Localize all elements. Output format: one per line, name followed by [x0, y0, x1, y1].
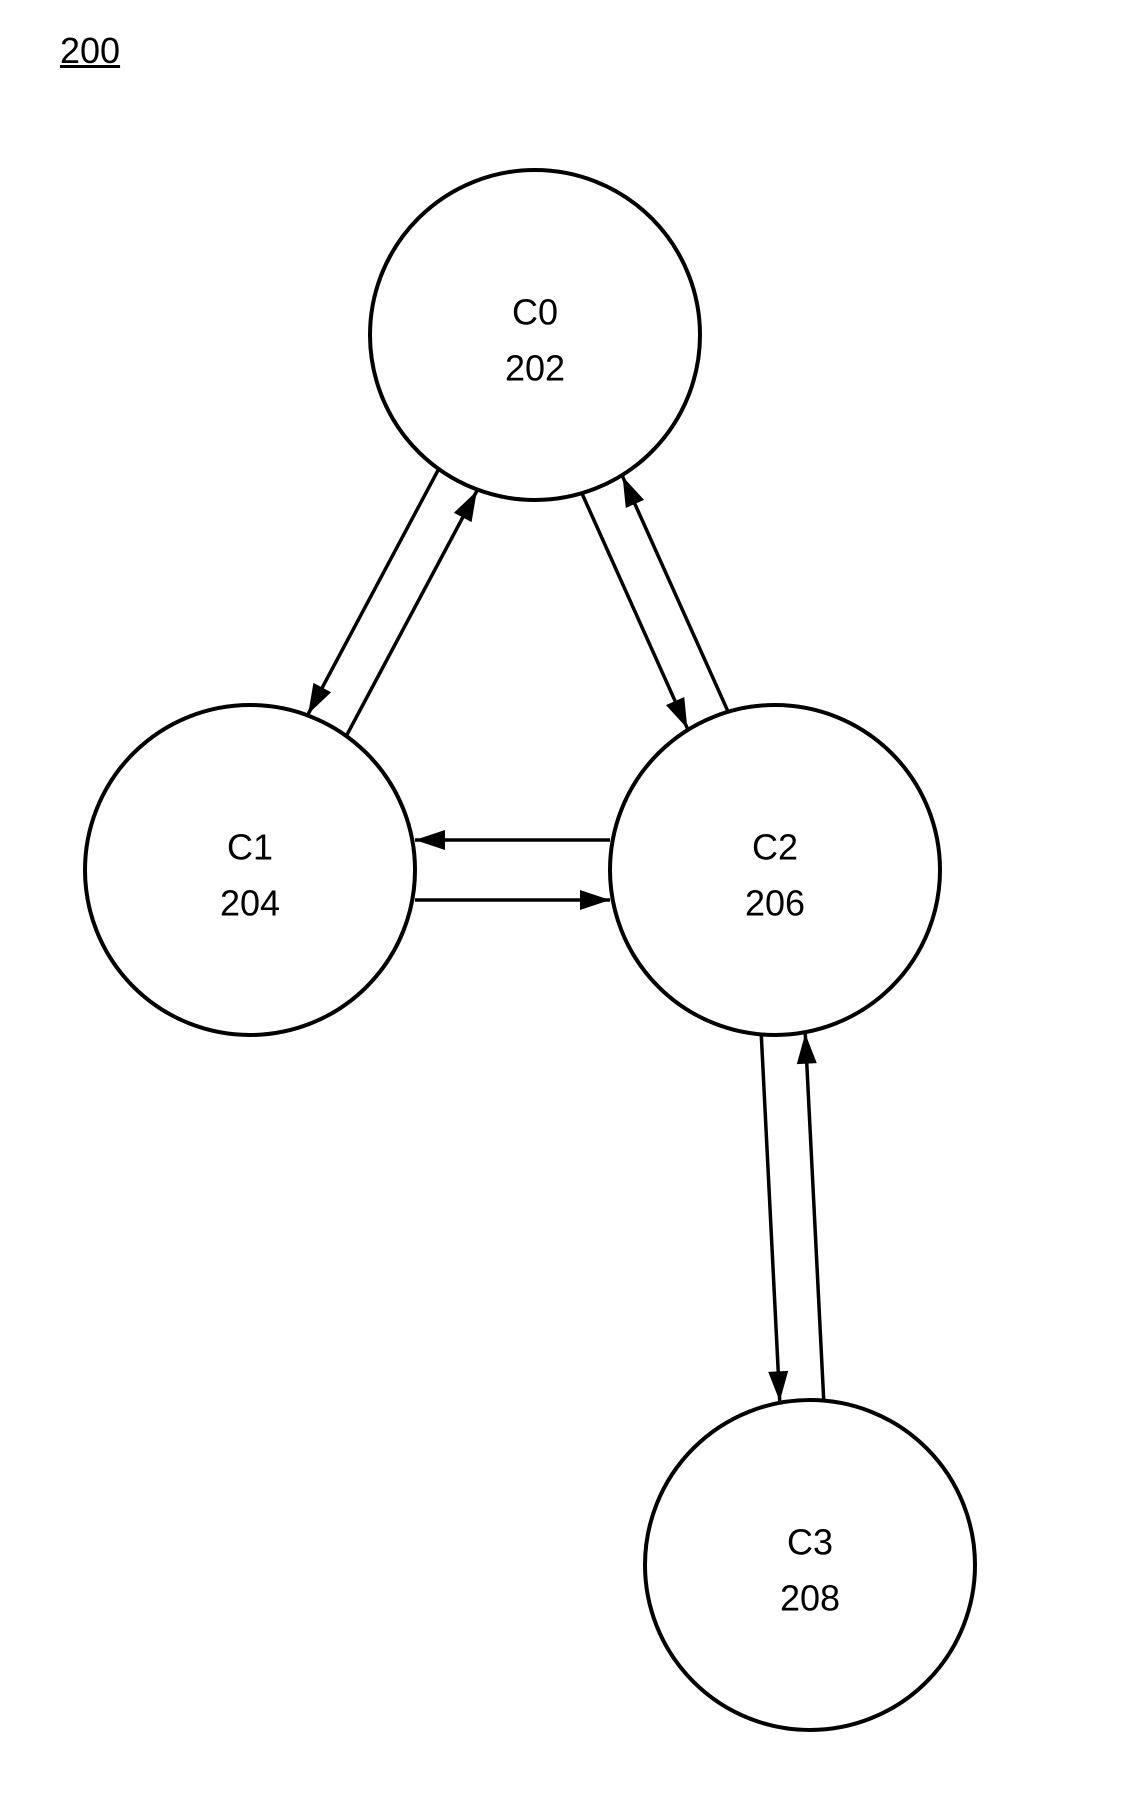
node-label-id-C0: C0	[512, 292, 558, 333]
node-circle-C1	[85, 705, 415, 1035]
node-C2: C2206	[610, 705, 940, 1035]
network-diagram: C0202C1204C2206C3208	[0, 0, 1124, 1799]
node-C0: C0202	[370, 170, 700, 500]
node-C1: C1204	[85, 705, 415, 1035]
nodes-layer: C0202C1204C2206C3208	[85, 170, 975, 1730]
arrowhead-C2-C0	[623, 477, 644, 508]
arrowhead-C2-C1	[415, 830, 445, 850]
edge-C2-C3	[761, 1036, 779, 1401]
node-circle-C3	[645, 1400, 975, 1730]
node-label-id-C1: C1	[227, 827, 273, 868]
arrowhead-C1-C2	[580, 890, 610, 910]
arrowhead-C1-C0	[454, 491, 477, 522]
edge-C3-C2	[805, 1034, 823, 1399]
arrowhead-C0-C2	[666, 697, 687, 728]
node-C3: C3208	[645, 1400, 975, 1730]
node-label-ref-C1: 204	[220, 883, 280, 924]
node-label-id-C3: C3	[787, 1522, 833, 1563]
edge-C2-C0	[623, 477, 728, 711]
node-label-ref-C0: 202	[505, 348, 565, 389]
edge-C0-C2	[582, 495, 687, 729]
node-circle-C2	[610, 705, 940, 1035]
arrowhead-C0-C1	[308, 683, 331, 714]
node-label-ref-C3: 208	[780, 1578, 840, 1619]
node-circle-C0	[370, 170, 700, 500]
node-label-ref-C2: 206	[745, 883, 805, 924]
edge-C1-C0	[347, 491, 477, 735]
node-label-id-C2: C2	[752, 827, 798, 868]
edge-C0-C1	[308, 470, 438, 714]
arrowhead-C3-C2	[797, 1034, 817, 1064]
arrowhead-C2-C3	[768, 1371, 788, 1401]
